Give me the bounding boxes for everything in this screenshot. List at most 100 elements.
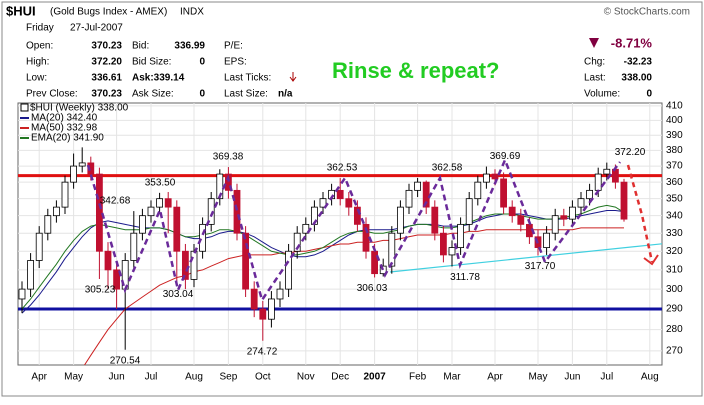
candle-body bbox=[448, 247, 456, 256]
candle-body bbox=[388, 232, 396, 267]
candle-body bbox=[96, 173, 103, 252]
forecast-arrow bbox=[643, 254, 659, 266]
candle-body bbox=[156, 198, 164, 208]
x-tick-label: Jul bbox=[145, 372, 158, 383]
x-tick-label: May bbox=[64, 372, 83, 383]
y-tick-label: 340 bbox=[666, 210, 683, 221]
y-tick-label: 380 bbox=[666, 145, 683, 156]
y-tick-label: 350 bbox=[666, 193, 683, 204]
x-tick-label: Dec bbox=[331, 372, 349, 383]
candle-body bbox=[379, 265, 387, 275]
ma-line bbox=[83, 227, 624, 365]
candle-body bbox=[113, 269, 120, 290]
candle-body bbox=[302, 223, 310, 234]
y-tick-label: 330 bbox=[666, 228, 683, 239]
candle-body bbox=[457, 223, 465, 248]
value: 336.99 bbox=[174, 41, 205, 52]
candle-body bbox=[491, 173, 499, 180]
value: 0 bbox=[199, 89, 205, 100]
value: -32.23 bbox=[624, 57, 653, 68]
date: 27-Jul-2007 bbox=[70, 23, 123, 34]
legend-label: MA(50) 332.98 bbox=[31, 123, 98, 134]
price-annotation: 305.23 bbox=[85, 285, 116, 296]
legend-label: MA(20) 342.40 bbox=[31, 113, 98, 124]
label: Prev Close: bbox=[26, 89, 78, 100]
candle-body bbox=[594, 173, 602, 191]
candle-body bbox=[474, 181, 482, 200]
price-annotation: 372.20 bbox=[615, 147, 646, 158]
y-tick-label: 410 bbox=[666, 100, 683, 111]
candle-body bbox=[500, 178, 508, 208]
candle-body bbox=[551, 215, 559, 234]
frame bbox=[1, 1, 703, 397]
x-tick-label: Aug bbox=[185, 372, 203, 383]
tick-arrow bbox=[289, 72, 297, 82]
candle-body bbox=[353, 206, 361, 225]
candle-body bbox=[267, 298, 275, 320]
price-annotation: 306.03 bbox=[357, 283, 388, 294]
candle-body bbox=[577, 198, 585, 208]
price-annotation: 311.78 bbox=[450, 272, 480, 283]
x-tick-label: Apr bbox=[487, 372, 503, 383]
candle-body bbox=[276, 288, 284, 300]
y-tick-label: 300 bbox=[666, 284, 683, 295]
candle-body bbox=[138, 215, 146, 234]
candle-body bbox=[190, 250, 198, 280]
header: $HUI (Gold Bugs Index - AMEX) INDX © Sto… bbox=[6, 3, 690, 99]
exchange: INDX bbox=[180, 7, 204, 18]
y-tick-label: 270 bbox=[666, 346, 683, 357]
value: 372.20 bbox=[91, 57, 122, 68]
candle-body bbox=[414, 181, 422, 191]
x-tick-label: Jul bbox=[600, 372, 613, 383]
candle-body bbox=[405, 189, 413, 208]
x-tick-label: Jun bbox=[109, 372, 125, 383]
label: Last Size: bbox=[224, 89, 268, 100]
y-tick-label: 320 bbox=[666, 246, 683, 257]
candle-body bbox=[164, 198, 172, 208]
value: n/a bbox=[278, 89, 293, 100]
candle-body bbox=[44, 215, 52, 234]
y-tick-label: 360 bbox=[666, 177, 683, 188]
support-line bbox=[389, 243, 662, 273]
headline: Rinse & repeat? bbox=[332, 58, 500, 83]
candle-body bbox=[70, 165, 77, 183]
label: Bid: bbox=[132, 41, 149, 52]
candle-body bbox=[199, 223, 207, 252]
fullname: (Gold Bugs Index - AMEX) bbox=[50, 7, 167, 18]
value: 336.61 bbox=[91, 73, 122, 84]
x-tick-label: Mar bbox=[443, 372, 461, 383]
forecast-path bbox=[626, 164, 654, 263]
ma-line bbox=[21, 210, 625, 314]
price-annotation: 353.50 bbox=[145, 177, 176, 188]
down-arrow bbox=[589, 38, 599, 48]
value: 0 bbox=[646, 89, 652, 100]
candle-body bbox=[53, 206, 60, 217]
y-tick-label: 370 bbox=[666, 161, 683, 172]
x-tick-label: Oct bbox=[255, 372, 271, 383]
legend-label: EMA(20) 341.90 bbox=[31, 133, 104, 144]
price-annotation: 342.68 bbox=[100, 196, 131, 207]
x-tick-label: Aug bbox=[641, 372, 659, 383]
label: EPS: bbox=[224, 57, 247, 68]
price-annotation: 303.04 bbox=[163, 289, 194, 300]
x-tick-label: Apr bbox=[31, 372, 47, 383]
candle-body bbox=[147, 206, 155, 217]
candle-body bbox=[130, 232, 138, 261]
label: Last: bbox=[584, 73, 606, 84]
candle-body bbox=[293, 232, 301, 252]
label: Chg: bbox=[584, 57, 605, 68]
y-tick-label: 290 bbox=[666, 304, 683, 315]
x-tick-label: Feb bbox=[409, 372, 427, 383]
label: Volume: bbox=[584, 89, 620, 100]
candle-body bbox=[517, 215, 525, 225]
overlay: 270 280 290 300 310 320 330 340 350 360 370 380 390 4… bbox=[20, 100, 683, 383]
candle-body bbox=[431, 206, 439, 234]
plot bbox=[18, 103, 662, 365]
candle-body bbox=[319, 198, 327, 208]
candle-body bbox=[207, 198, 215, 225]
candle-body bbox=[482, 173, 490, 183]
candle-body bbox=[173, 206, 181, 252]
candle-body bbox=[620, 181, 628, 220]
candle-body bbox=[250, 288, 258, 310]
